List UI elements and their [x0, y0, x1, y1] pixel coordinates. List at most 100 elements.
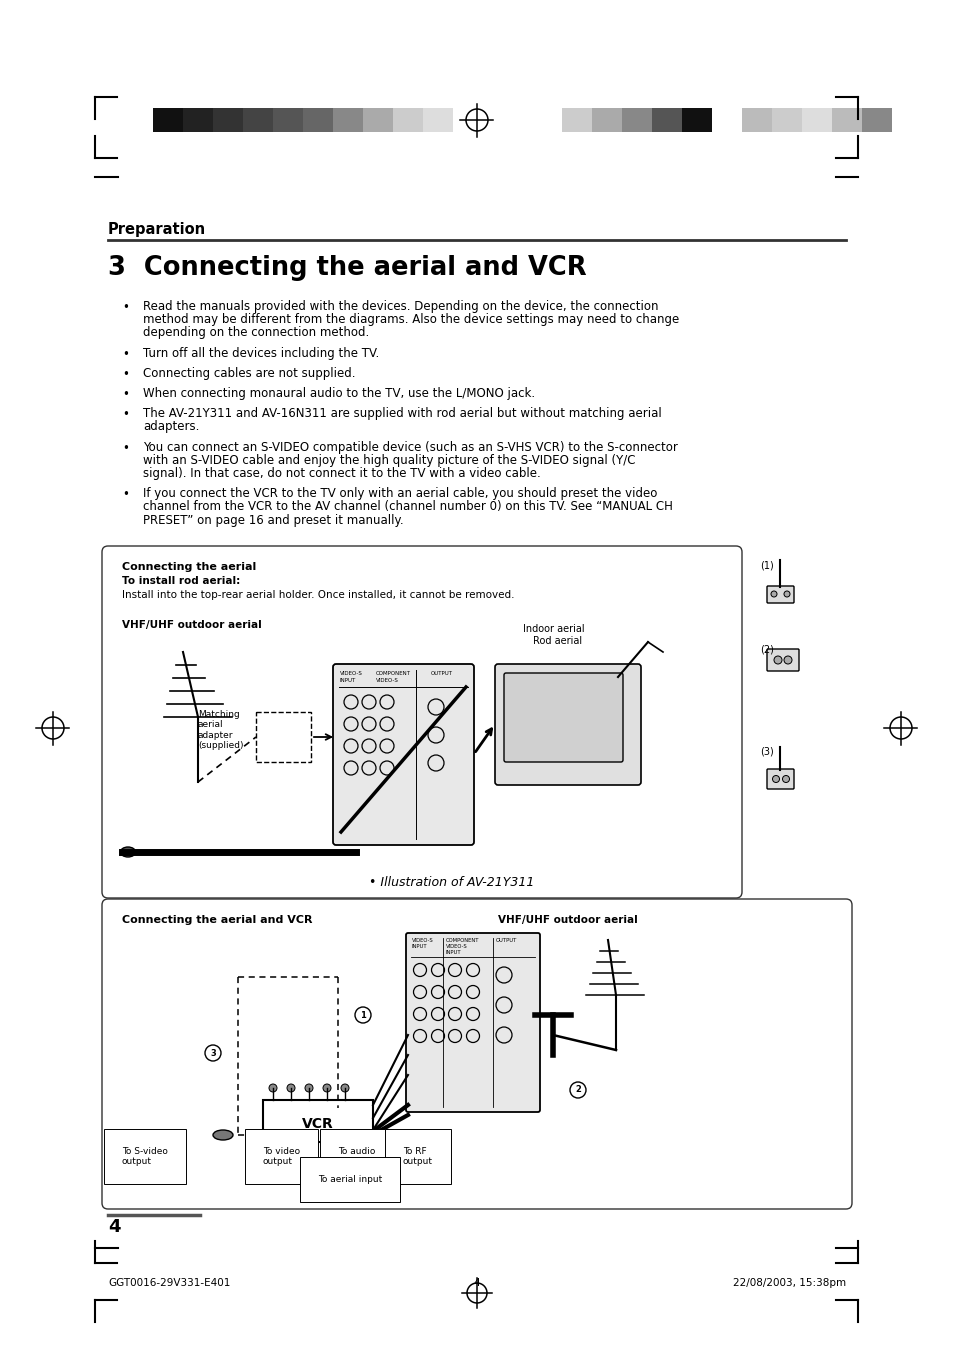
Text: 3  Connecting the aerial and VCR: 3 Connecting the aerial and VCR: [108, 255, 586, 281]
Text: adapters.: adapters.: [143, 420, 199, 434]
Text: VIDEO-S: VIDEO-S: [446, 944, 467, 948]
Text: 22/08/2003, 15:38pm: 22/08/2003, 15:38pm: [732, 1278, 845, 1288]
Text: VHF/UHF outdoor aerial: VHF/UHF outdoor aerial: [497, 915, 638, 925]
Text: Turn off all the devices including the TV.: Turn off all the devices including the T…: [143, 347, 379, 359]
Text: Install into the top-rear aerial holder. Once installed, it cannot be removed.: Install into the top-rear aerial holder.…: [122, 590, 514, 600]
Text: •: •: [122, 301, 129, 313]
Text: 3: 3: [210, 1048, 215, 1058]
Bar: [453, 108, 482, 132]
Bar: [263, 1100, 373, 1142]
Text: Connecting cables are not supplied.: Connecting cables are not supplied.: [143, 367, 355, 380]
Circle shape: [205, 1046, 221, 1061]
Text: OUTPUT: OUTPUT: [496, 938, 517, 943]
Circle shape: [783, 590, 789, 597]
Text: • Illustration of AV-21Y311: • Illustration of AV-21Y311: [369, 875, 534, 889]
Bar: [255, 712, 311, 762]
Bar: [363, 108, 393, 132]
Text: To aerial input: To aerial input: [317, 1175, 382, 1183]
Text: (1): (1): [760, 561, 773, 570]
Text: INPUT: INPUT: [412, 944, 427, 948]
Text: Connecting the aerial: Connecting the aerial: [122, 562, 256, 571]
Circle shape: [323, 1084, 331, 1092]
Text: To RF
output: To RF output: [402, 1147, 433, 1166]
FancyBboxPatch shape: [333, 663, 474, 844]
Text: INPUT: INPUT: [446, 950, 461, 955]
Text: VCR: VCR: [302, 1117, 334, 1131]
Text: You can connect an S-VIDEO compatible device (such as an S-VHS VCR) to the S-con: You can connect an S-VIDEO compatible de…: [143, 440, 678, 454]
Ellipse shape: [120, 847, 135, 857]
FancyBboxPatch shape: [503, 673, 622, 762]
Text: VIDEO-S: VIDEO-S: [375, 678, 398, 684]
Text: 4: 4: [474, 1278, 479, 1288]
Bar: [862, 108, 891, 132]
Bar: [183, 108, 213, 132]
Text: PRESET” on page 16 and preset it manually.: PRESET” on page 16 and preset it manuall…: [143, 513, 403, 527]
Text: Matching
aerial
adapter
(supplied): Matching aerial adapter (supplied): [198, 711, 243, 750]
Text: To video
output: To video output: [263, 1147, 300, 1166]
Text: The AV-21Y311 and AV-16N311 are supplied with rod aerial but without matching ae: The AV-21Y311 and AV-16N311 are supplied…: [143, 407, 661, 420]
Bar: [152, 108, 183, 132]
Text: 2: 2: [575, 1085, 580, 1094]
Bar: [801, 108, 831, 132]
Text: Read the manuals provided with the devices. Depending on the device, the connect: Read the manuals provided with the devic…: [143, 300, 658, 313]
Bar: [831, 108, 862, 132]
Text: with an S-VIDEO cable and enjoy the high quality picture of the S-VIDEO signal (: with an S-VIDEO cable and enjoy the high…: [143, 454, 635, 467]
Text: To audio
output: To audio output: [337, 1147, 375, 1166]
Circle shape: [269, 1084, 276, 1092]
Bar: [273, 108, 303, 132]
Circle shape: [355, 1006, 371, 1023]
Bar: [303, 108, 333, 132]
Text: Preparation: Preparation: [108, 222, 206, 236]
Text: 4: 4: [108, 1219, 120, 1236]
Circle shape: [773, 657, 781, 663]
Bar: [213, 108, 243, 132]
Bar: [393, 108, 422, 132]
Circle shape: [305, 1084, 313, 1092]
Text: COMPONENT: COMPONENT: [375, 671, 411, 676]
Text: GGT0016-29V331-E401: GGT0016-29V331-E401: [108, 1278, 230, 1288]
Text: VIDEO-S: VIDEO-S: [412, 938, 434, 943]
Circle shape: [783, 657, 791, 663]
Circle shape: [569, 1082, 585, 1098]
Bar: [592, 108, 621, 132]
Text: VHF/UHF outdoor aerial: VHF/UHF outdoor aerial: [122, 620, 261, 630]
Text: (3): (3): [760, 747, 773, 757]
Text: VIDEO-S: VIDEO-S: [339, 671, 362, 676]
Text: depending on the connection method.: depending on the connection method.: [143, 327, 369, 339]
Bar: [422, 108, 453, 132]
Circle shape: [770, 590, 776, 597]
Text: COMPONENT: COMPONENT: [446, 938, 479, 943]
FancyBboxPatch shape: [766, 769, 793, 789]
FancyBboxPatch shape: [102, 546, 741, 898]
Text: •: •: [122, 367, 129, 381]
Text: Indoor aerial: Indoor aerial: [522, 624, 584, 634]
Text: •: •: [122, 408, 129, 422]
FancyBboxPatch shape: [495, 663, 640, 785]
FancyBboxPatch shape: [102, 898, 851, 1209]
Bar: [681, 108, 711, 132]
Text: OUTPUT: OUTPUT: [431, 671, 453, 676]
Text: method may be different from the diagrams. Also the device settings may need to : method may be different from the diagram…: [143, 313, 679, 326]
Bar: [621, 108, 651, 132]
Text: To S-video
output: To S-video output: [122, 1147, 168, 1166]
Bar: [771, 108, 801, 132]
Text: channel from the VCR to the AV channel (channel number 0) on this TV. See “MANUA: channel from the VCR to the AV channel (…: [143, 500, 672, 513]
Text: 1: 1: [359, 1011, 366, 1020]
Text: To install rod aerial:: To install rod aerial:: [122, 576, 240, 586]
FancyBboxPatch shape: [406, 934, 539, 1112]
Text: signal). In that case, do not connect it to the TV with a video cable.: signal). In that case, do not connect it…: [143, 467, 540, 480]
Circle shape: [287, 1084, 294, 1092]
Circle shape: [340, 1084, 349, 1092]
Bar: [333, 108, 363, 132]
Text: When connecting monaural audio to the TV, use the L/MONO jack.: When connecting monaural audio to the TV…: [143, 386, 535, 400]
Text: Connecting the aerial and VCR: Connecting the aerial and VCR: [122, 915, 313, 925]
Text: Rod aerial: Rod aerial: [533, 636, 581, 646]
Text: •: •: [122, 347, 129, 361]
Bar: [243, 108, 273, 132]
Bar: [741, 108, 771, 132]
Text: •: •: [122, 442, 129, 454]
Circle shape: [772, 775, 779, 782]
Bar: [711, 108, 741, 132]
Bar: [561, 108, 592, 132]
FancyBboxPatch shape: [766, 586, 793, 603]
